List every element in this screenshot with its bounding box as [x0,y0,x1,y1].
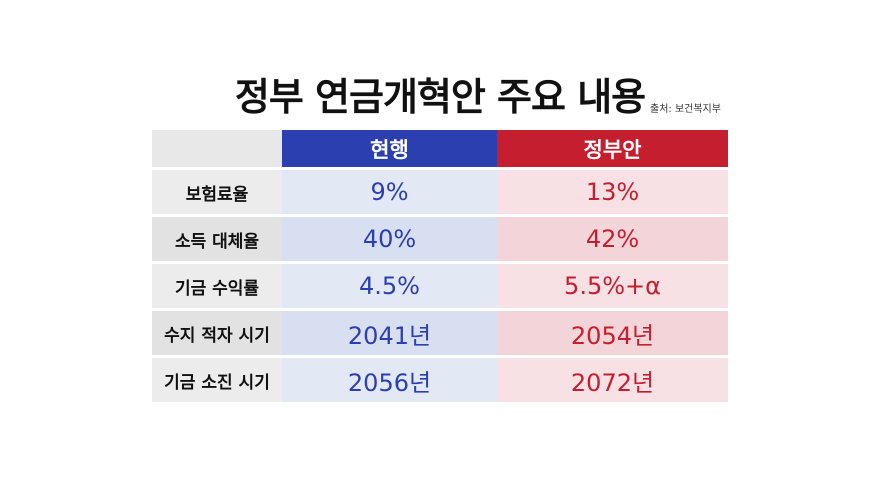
current-value: 40% [282,214,497,263]
government-value: 2072년 [497,355,728,402]
row-label: 수지 적자 시기 [152,308,282,357]
page-title: 정부 연금개혁안 주요 내용 [234,75,646,119]
table-row: 기금 소진 시기 2056년 2072년 [152,355,728,402]
header-current: 현행 [282,130,497,169]
comparison-table: 현행 정부안 보험료율 9% 13% 소득 대체율 40% 42% 기금 수익률… [152,130,728,402]
current-value: 4.5% [282,261,497,310]
current-value: 9% [282,167,497,216]
header-government: 정부안 [497,130,728,169]
row-label: 소득 대체율 [152,214,282,263]
header-corner [152,130,282,169]
row-label: 기금 소진 시기 [152,355,282,402]
table-header-row: 현행 정부안 [152,130,728,169]
government-value: 42% [497,214,728,263]
government-value: 13% [497,167,728,216]
government-value: 5.5%+α [497,261,728,310]
source-note: 출처: 보건복지부 [650,104,721,115]
row-label: 보험료율 [152,167,282,216]
current-value: 2056년 [282,355,497,402]
table-row: 보험료율 9% 13% [152,167,728,216]
row-label: 기금 수익률 [152,261,282,310]
current-value: 2041년 [282,308,497,357]
table-row: 수지 적자 시기 2041년 2054년 [152,308,728,357]
government-value: 2054년 [497,308,728,357]
table-row: 소득 대체율 40% 42% [152,214,728,263]
table-row: 기금 수익률 4.5% 5.5%+α [152,261,728,310]
